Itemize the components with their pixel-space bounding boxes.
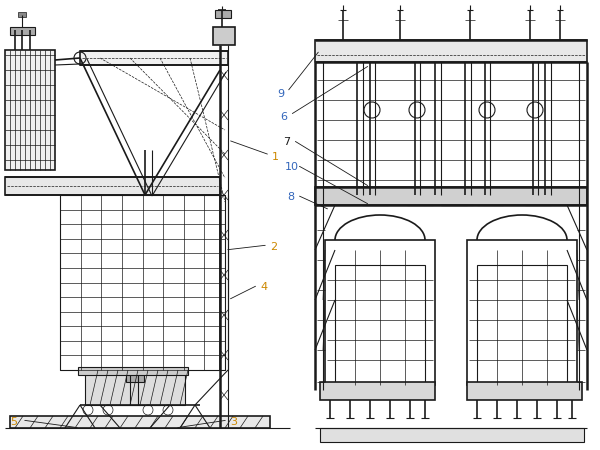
Bar [10,416,270,428]
Text: 8: 8 [287,192,294,202]
Text: 2: 2 [270,242,277,252]
Text: 3: 3 [230,417,237,427]
Bar [335,265,425,385]
Bar [325,240,435,385]
Bar [362,193,388,205]
Bar [10,27,35,35]
Text: 7: 7 [283,137,290,147]
Bar [477,265,567,385]
Text: 6: 6 [280,112,287,122]
Bar [213,27,235,45]
Bar [215,10,231,18]
Bar [407,193,433,205]
Bar [80,51,228,65]
Bar [126,372,144,382]
Bar [320,428,584,442]
Bar [5,177,220,195]
Bar [5,50,55,170]
Bar [18,12,26,17]
Bar [85,370,185,405]
Text: 1: 1 [272,152,279,162]
Bar [525,193,551,205]
Text: 9: 9 [277,89,284,99]
Bar [467,240,577,385]
Circle shape [144,191,152,199]
Bar [477,193,503,205]
Bar [315,187,587,205]
Text: 5: 5 [10,417,17,427]
Bar [467,382,582,400]
Bar [78,367,188,375]
Bar [320,382,435,400]
Text: 10: 10 [285,162,299,172]
Bar [315,40,587,62]
Text: 4: 4 [260,282,267,292]
Bar [60,195,225,370]
